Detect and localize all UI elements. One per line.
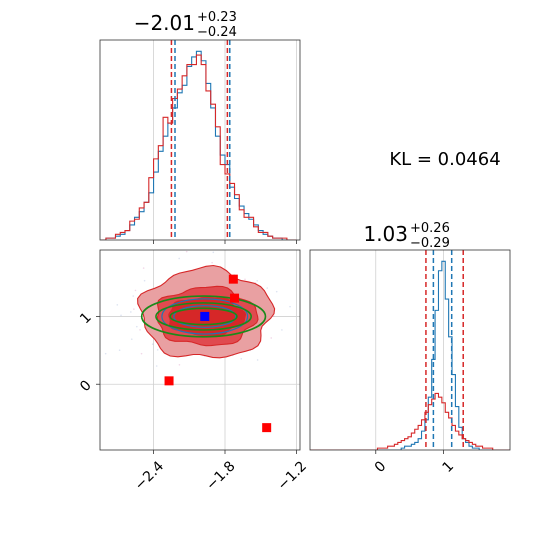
- blue-square-marker: [200, 311, 210, 321]
- joint-sample-point: [78, 291, 80, 293]
- right-x-tick-label-0: 0: [372, 458, 390, 476]
- joint-contour-panel: −2.4 −1.8 −1.2 0 1: [46, 249, 319, 494]
- joint-sample-point: [316, 329, 318, 331]
- top-histogram-panel: [99, 39, 301, 244]
- joint-sample-point: [281, 329, 283, 331]
- joint-sample-point: [151, 343, 154, 345]
- joint-sample-point: [211, 261, 213, 264]
- joint-sample-point: [104, 352, 107, 355]
- right-x-tick-label-1: 1: [440, 458, 458, 476]
- joint-sample-point: [273, 315, 275, 318]
- green-contour-0: [140, 295, 267, 338]
- red-square-marker-0: [228, 274, 238, 284]
- right-panel-frame: [309, 249, 511, 451]
- top-hist-series-1: [101, 54, 297, 240]
- kl-annotation: KL = 0.0464: [389, 149, 500, 170]
- right-title-sub: −0.29: [410, 236, 450, 251]
- joint-sample-point: [132, 295, 135, 297]
- joint-sample-point: [289, 305, 291, 308]
- joint-sample-point: [92, 282, 94, 284]
- green-contour-1: [155, 302, 252, 331]
- joint-sample-point: [240, 357, 243, 360]
- joint-panel-frame: [99, 249, 301, 451]
- joint-sample-point: [140, 352, 143, 355]
- joint-sample-point: [275, 290, 278, 293]
- red-square-marker-1: [164, 376, 174, 386]
- joint-sample-point: [178, 363, 181, 366]
- joint-y-tick-label-0: 0: [77, 377, 95, 395]
- joint-x-tick-label-2: −1.2: [275, 458, 310, 493]
- top-hist-series-0: [101, 50, 297, 240]
- joint-sample-point: [46, 289, 48, 291]
- top-title-sup: +0.23: [197, 10, 237, 25]
- joint-sample-point: [136, 325, 138, 328]
- joint-sample-point: [130, 338, 133, 340]
- joint-sample-point: [212, 251, 215, 254]
- joint-sample-point: [134, 289, 137, 292]
- right-hist-series-0: [310, 260, 510, 450]
- joint-sample-point: [244, 278, 246, 281]
- joint-sample-point: [130, 311, 132, 313]
- joint-sample-point: [317, 266, 319, 268]
- top-panel-frame: [99, 39, 301, 241]
- joint-sample-point: [93, 383, 95, 385]
- red-square-marker-2: [262, 423, 272, 433]
- joint-y-tick-label-1: 1: [77, 310, 95, 328]
- joint-sample-point: [270, 337, 273, 339]
- joint-sample-point: [116, 304, 119, 306]
- joint-sample-point: [142, 267, 145, 269]
- joint-sample-point: [139, 329, 141, 331]
- joint-sample-point: [156, 349, 159, 351]
- top-title-main: −2.01: [134, 11, 195, 35]
- joint-sample-point: [256, 359, 259, 361]
- joint-sample-point: [143, 279, 146, 282]
- joint-sample-point: [178, 257, 180, 260]
- joint-sample-point: [266, 287, 269, 289]
- right-hist-series-1: [310, 392, 510, 450]
- joint-sample-point: [120, 314, 122, 317]
- joint-x-tick-label-0: −2.4: [132, 458, 167, 493]
- blue-contour-1: [173, 304, 237, 328]
- right-title-sup: +0.26: [410, 221, 450, 236]
- joint-sample-point: [185, 250, 188, 253]
- joint-x-tick-label-1: −1.8: [203, 458, 238, 493]
- top-title-sub: −0.24: [197, 25, 237, 40]
- joint-sample-point: [133, 308, 135, 310]
- joint-sample-point: [155, 365, 158, 367]
- green-contour-2: [169, 307, 238, 326]
- red-square-marker-3: [230, 293, 240, 303]
- joint-sample-point: [256, 279, 258, 282]
- right-title-main: 1.03: [363, 222, 408, 246]
- joint-sample-point: [118, 349, 121, 352]
- blue-contour-0: [161, 298, 249, 335]
